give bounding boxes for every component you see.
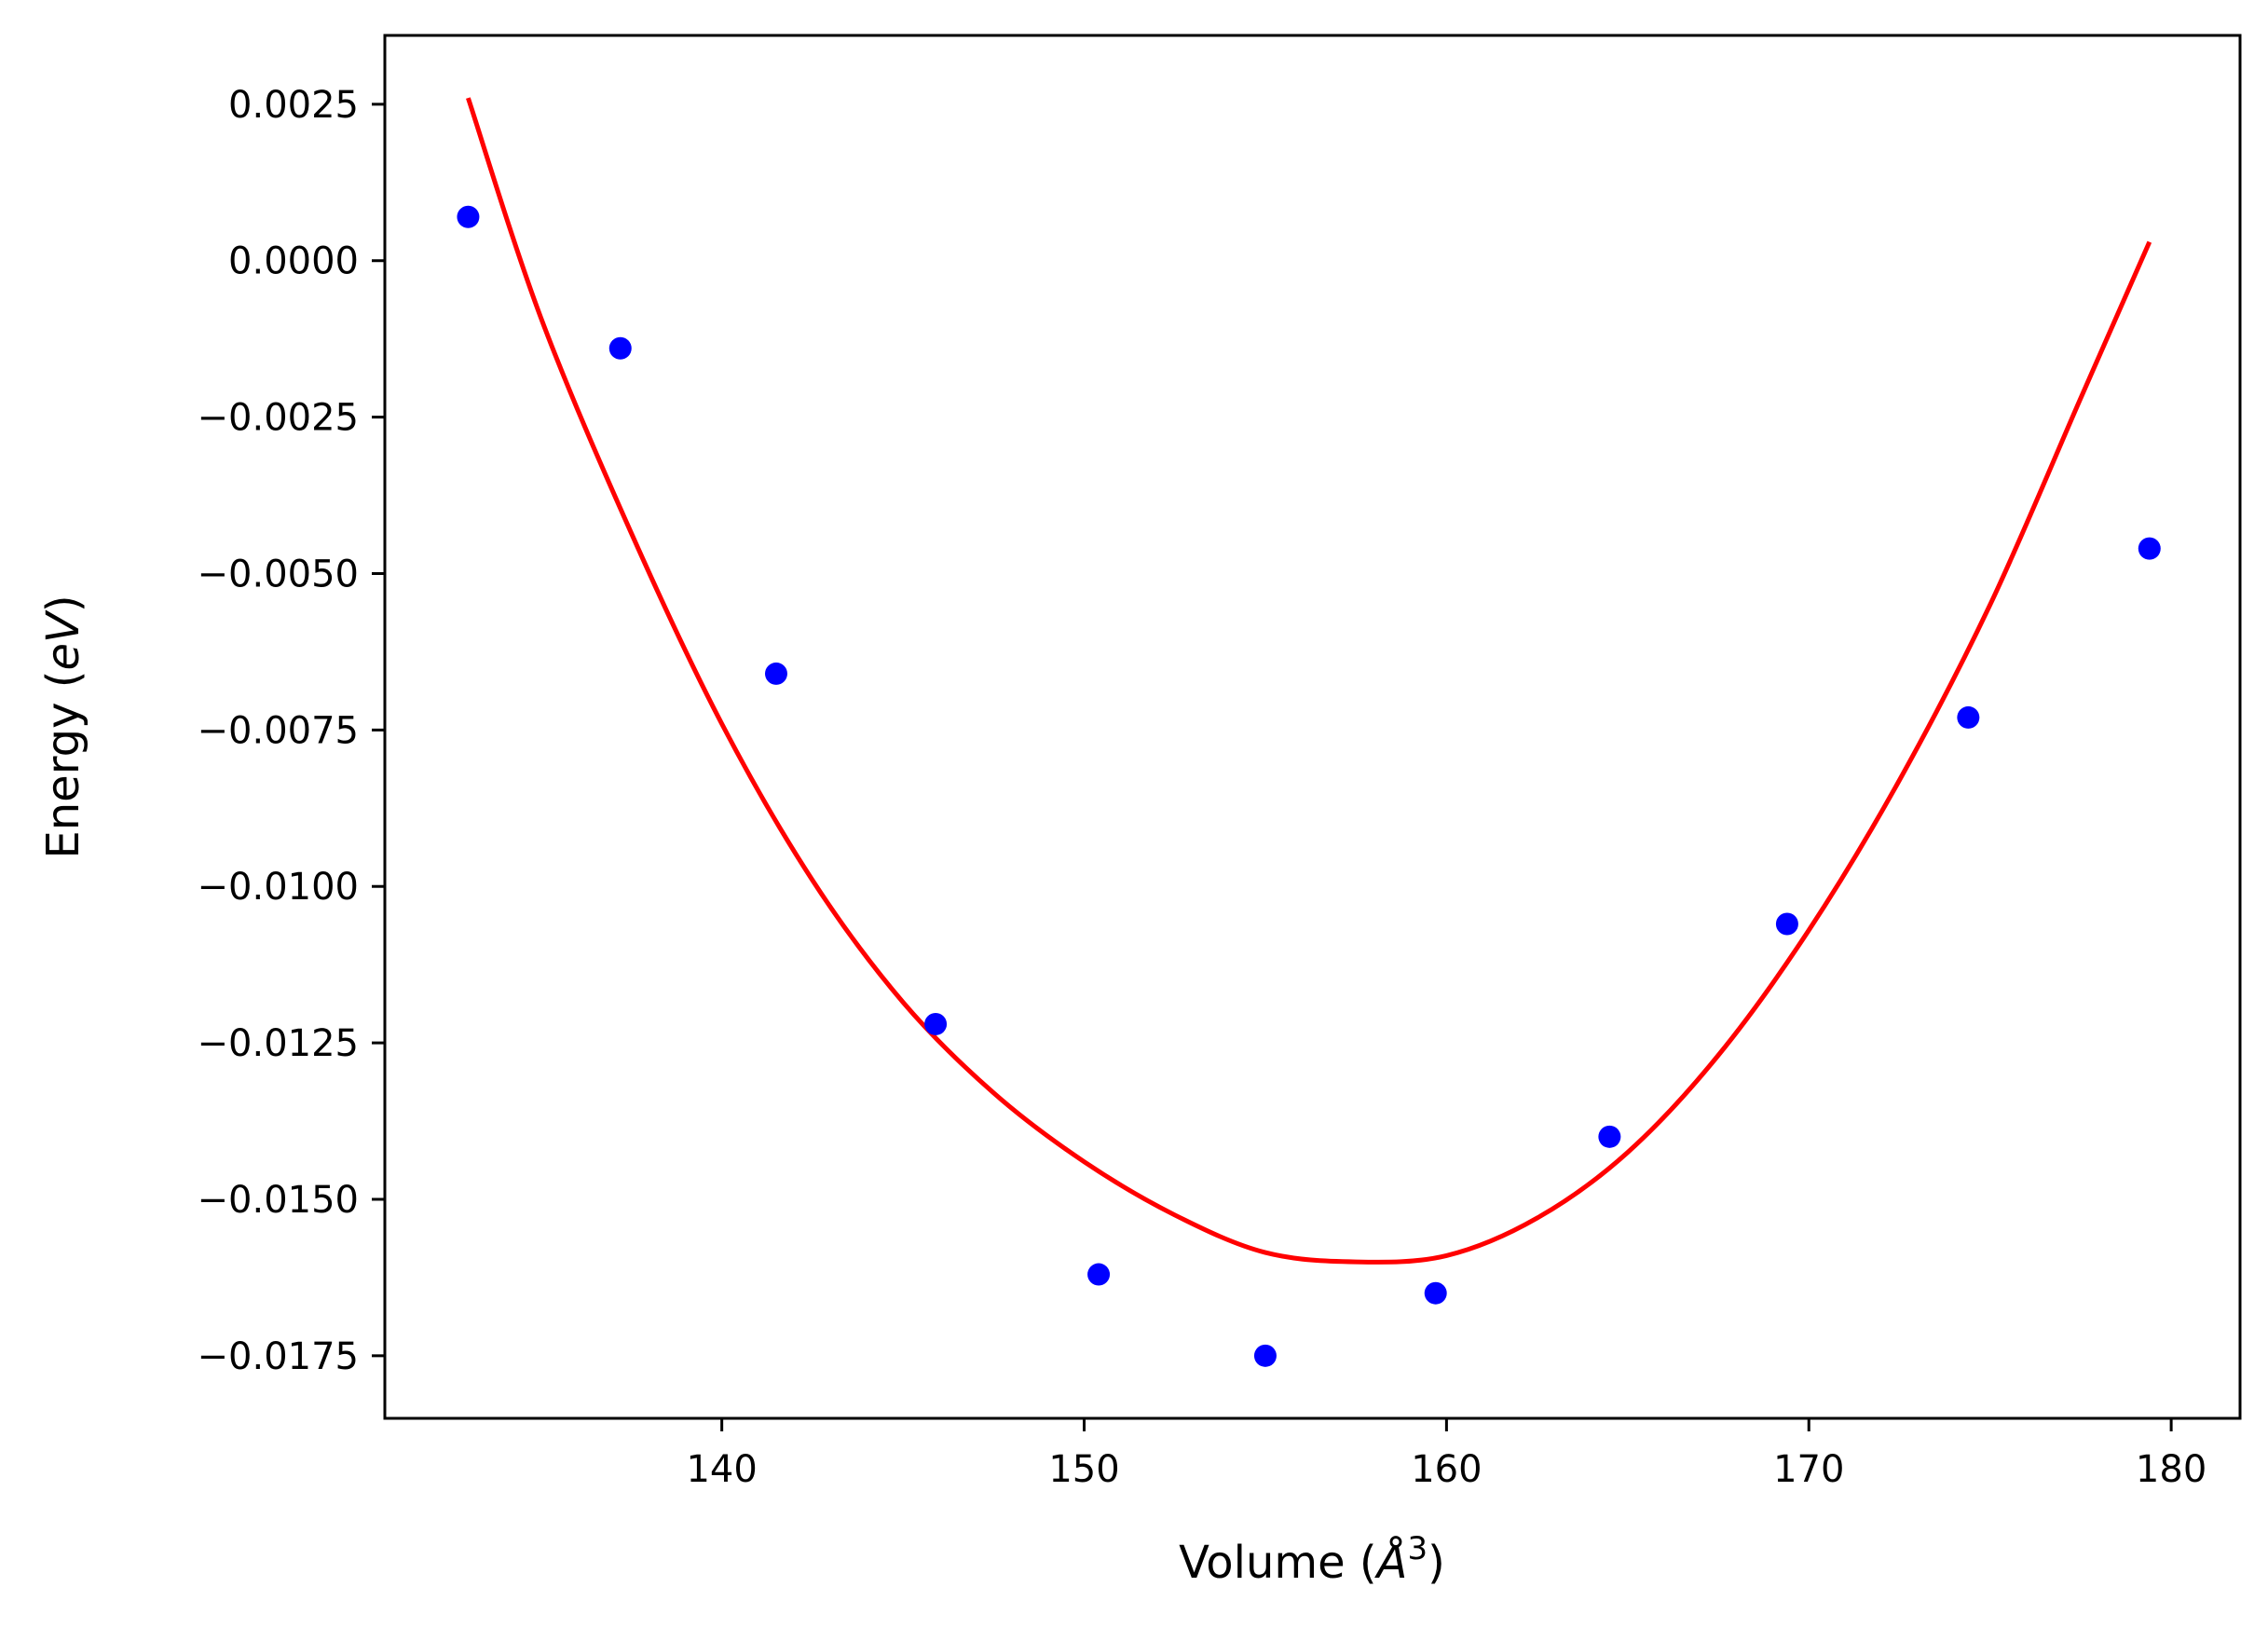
data-point [1598, 1125, 1621, 1148]
data-point [1253, 1344, 1277, 1367]
plot-area-frame [383, 34, 2242, 1420]
x-tick-label: 160 [1411, 1448, 1482, 1491]
data-point [1087, 1263, 1111, 1286]
data-point [2138, 537, 2161, 560]
data-point [457, 205, 480, 228]
x-tick-label: 150 [1048, 1448, 1119, 1491]
y-tick-label: 0.0025 [228, 84, 359, 127]
fit-curve-line [466, 97, 2152, 1265]
y-tick-label: 0.0000 [228, 240, 359, 283]
fit-curve-layer [466, 97, 2152, 1265]
x-axis: 140 150 160 170 180 [686, 1418, 2207, 1491]
y-axis: 0.0025 0.0000 −0.0025 −0.0050 −0.0075 −0.0100… [198, 84, 385, 1378]
data-point [1957, 705, 1980, 729]
data-point [1424, 1281, 1447, 1305]
data-point [608, 336, 632, 360]
y-tick-label: −0.0025 [198, 397, 359, 440]
data-point [924, 1012, 948, 1035]
x-tick-label: 180 [2136, 1448, 2207, 1491]
x-tick-label: 140 [686, 1448, 757, 1491]
data-points-layer [457, 205, 2161, 1367]
y-tick-label: −0.0150 [198, 1179, 359, 1222]
y-tick-label: −0.0050 [198, 553, 359, 595]
x-tick-label: 170 [1773, 1448, 1844, 1491]
data-point [1775, 912, 1798, 936]
data-point [764, 662, 787, 685]
y-tick-label: −0.0175 [198, 1335, 359, 1378]
y-tick-label: −0.0125 [198, 1022, 359, 1065]
x-axis-label: Volume (Å3) [1179, 1530, 1445, 1589]
y-axis-label: Energy (eV) [37, 595, 89, 858]
y-tick-label: −0.0100 [198, 866, 359, 909]
y-tick-label: −0.0075 [198, 709, 359, 752]
